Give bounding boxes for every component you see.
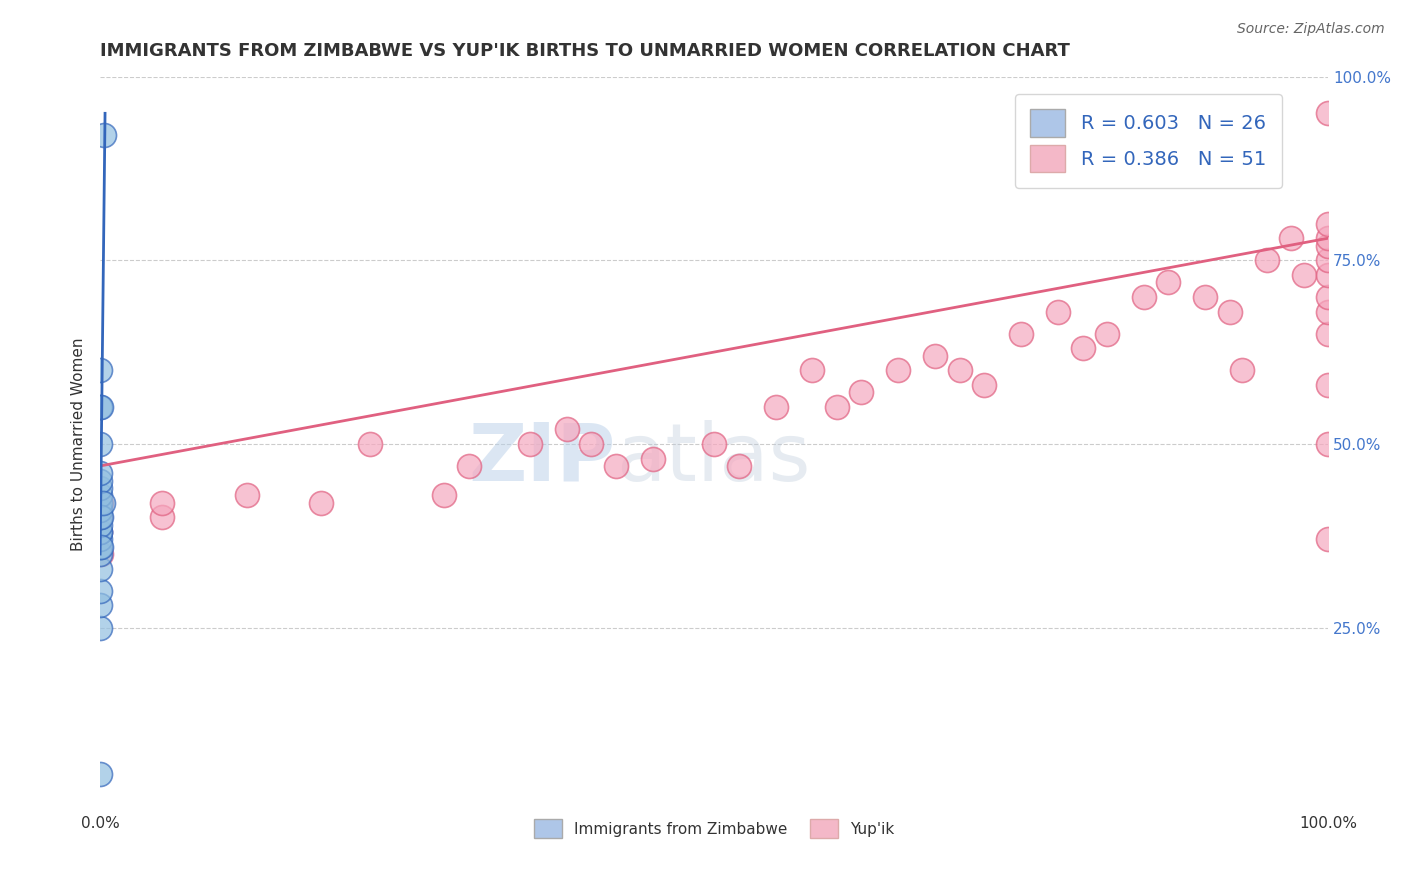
Point	[1095, 326, 1118, 341]
Text: ZIP: ZIP	[468, 419, 616, 498]
Point	[1256, 253, 1278, 268]
Point	[1194, 290, 1216, 304]
Point	[91, 496, 114, 510]
Point	[150, 510, 173, 524]
Point	[1317, 253, 1340, 268]
Point	[359, 437, 381, 451]
Point	[150, 496, 173, 510]
Legend: Immigrants from Zimbabwe, Yup'ik: Immigrants from Zimbabwe, Yup'ik	[529, 814, 900, 844]
Point	[89, 510, 111, 524]
Point	[1317, 378, 1340, 392]
Point	[89, 547, 111, 561]
Point	[89, 400, 111, 414]
Point	[90, 547, 112, 561]
Point	[1292, 268, 1315, 282]
Point	[90, 540, 112, 554]
Point	[1157, 275, 1180, 289]
Point	[89, 510, 111, 524]
Point	[1279, 231, 1302, 245]
Text: Source: ZipAtlas.com: Source: ZipAtlas.com	[1237, 22, 1385, 37]
Point	[89, 524, 111, 539]
Point	[727, 458, 749, 473]
Point	[924, 349, 946, 363]
Point	[1046, 304, 1069, 318]
Point	[236, 488, 259, 502]
Point	[1010, 326, 1032, 341]
Point	[89, 524, 111, 539]
Point	[1230, 363, 1253, 377]
Point	[605, 458, 627, 473]
Point	[1219, 304, 1241, 318]
Point	[89, 437, 111, 451]
Point	[1133, 290, 1156, 304]
Point	[555, 422, 578, 436]
Point	[89, 517, 111, 532]
Text: IMMIGRANTS FROM ZIMBABWE VS YUP'IK BIRTHS TO UNMARRIED WOMEN CORRELATION CHART: IMMIGRANTS FROM ZIMBABWE VS YUP'IK BIRTH…	[100, 42, 1070, 60]
Point	[89, 540, 111, 554]
Point	[1317, 437, 1340, 451]
Point	[519, 437, 541, 451]
Point	[89, 599, 111, 613]
Point	[457, 458, 479, 473]
Point	[89, 496, 111, 510]
Point	[93, 128, 115, 143]
Point	[89, 481, 111, 495]
Point	[1071, 342, 1094, 356]
Y-axis label: Births to Unmarried Women: Births to Unmarried Women	[72, 337, 86, 550]
Point	[89, 533, 111, 547]
Point	[89, 621, 111, 635]
Point	[89, 503, 111, 517]
Point	[825, 400, 848, 414]
Point	[1317, 533, 1340, 547]
Point	[1317, 231, 1340, 245]
Point	[973, 378, 995, 392]
Point	[949, 363, 972, 377]
Point	[89, 583, 111, 598]
Point	[89, 467, 111, 481]
Point	[90, 510, 112, 524]
Point	[1317, 217, 1340, 231]
Point	[641, 451, 664, 466]
Point	[309, 496, 332, 510]
Point	[801, 363, 824, 377]
Point	[1317, 326, 1340, 341]
Point	[89, 524, 111, 539]
Point	[89, 363, 111, 377]
Point	[89, 767, 111, 781]
Point	[89, 488, 111, 502]
Point	[1317, 106, 1340, 120]
Point	[703, 437, 725, 451]
Point	[89, 562, 111, 576]
Point	[1317, 268, 1340, 282]
Point	[765, 400, 787, 414]
Point	[887, 363, 910, 377]
Point	[433, 488, 456, 502]
Point	[89, 474, 111, 488]
Point	[1317, 238, 1340, 252]
Point	[1317, 304, 1340, 318]
Point	[851, 385, 873, 400]
Point	[581, 437, 603, 451]
Point	[90, 400, 112, 414]
Point	[90, 496, 112, 510]
Point	[89, 496, 111, 510]
Text: atlas: atlas	[616, 419, 810, 498]
Point	[1317, 290, 1340, 304]
